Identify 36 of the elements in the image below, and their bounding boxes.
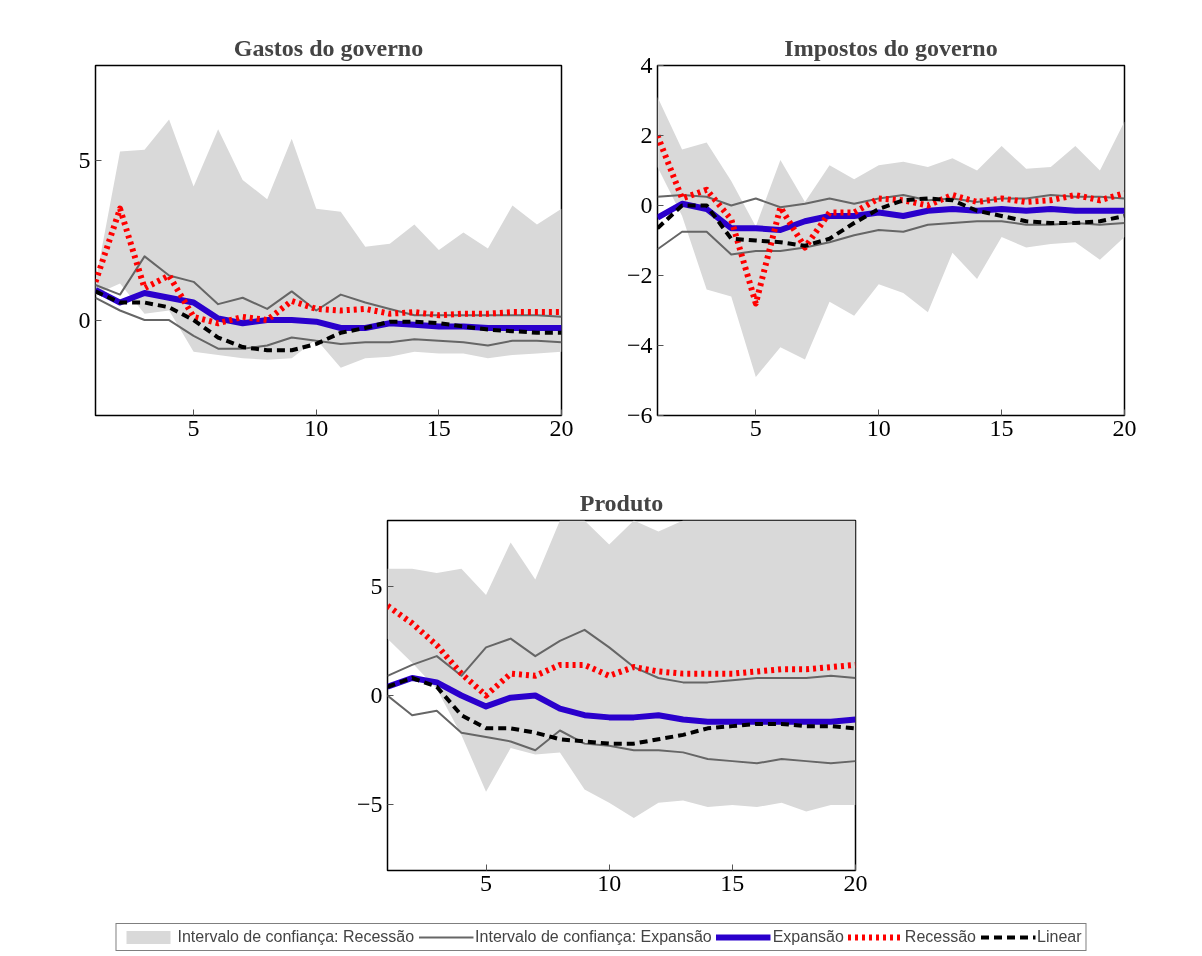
line-series — [95, 296, 562, 350]
y-tick-label: 0 — [640, 192, 653, 218]
legend-label: Linear — [1037, 928, 1082, 946]
x-tick-label: 15 — [426, 414, 451, 441]
x-tick-label: 5 — [749, 414, 762, 441]
line-series — [387, 628, 856, 684]
y-tick-label: 5 — [370, 572, 383, 599]
y-tick-label: −2 — [626, 262, 653, 288]
chart-title: Produto — [579, 489, 664, 516]
x-tick-label: 5 — [480, 869, 493, 896]
y-tick-label: 0 — [370, 682, 383, 708]
x-tick-label: 15 — [720, 869, 745, 896]
chart-title: Impostos do governo — [784, 34, 998, 61]
legend-label: Expansão — [772, 928, 844, 946]
legend-label: Intervalo de confiança: Expansão — [475, 928, 712, 946]
y-tick-label: −4 — [626, 332, 653, 358]
y-tick-label: −5 — [356, 791, 383, 818]
x-tick-label: 10 — [304, 414, 329, 441]
x-tick-label: 5 — [187, 414, 200, 441]
chart-title: Gastos do governo — [233, 34, 424, 61]
y-tick-label: −6 — [626, 402, 653, 428]
line-series — [387, 694, 856, 765]
legend-label: Recessão — [904, 928, 977, 946]
y-tick-label: 2 — [640, 122, 653, 148]
x-tick-label: 20 — [549, 414, 574, 441]
line-series — [657, 194, 1125, 209]
x-tick-label: 10 — [597, 869, 622, 896]
line-series — [95, 255, 562, 318]
x-tick-label: 20 — [1112, 414, 1137, 441]
y-tick-label: 0 — [78, 306, 91, 333]
x-tick-label: 20 — [843, 869, 868, 896]
legend-label: Intervalo de confiança: Recessão — [177, 928, 415, 946]
x-tick-label: 15 — [989, 414, 1014, 441]
line-series — [657, 220, 1125, 256]
y-tick-label: 4 — [640, 52, 653, 78]
x-tick-label: 10 — [866, 414, 891, 441]
